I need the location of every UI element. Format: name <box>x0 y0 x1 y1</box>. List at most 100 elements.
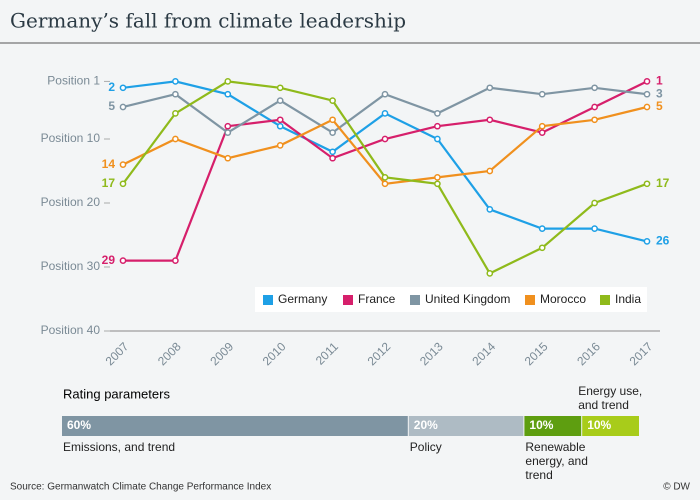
y-tick-label: Position 40 <box>41 323 101 337</box>
end-label: 17 <box>656 176 670 190</box>
rating-value: 20% <box>414 418 438 432</box>
chart-title: Germany’s fall from climate leadership <box>10 9 406 33</box>
x-tick-label: 2008 <box>155 339 184 368</box>
start-label: 14 <box>102 157 116 171</box>
rating-value: 10% <box>529 418 553 432</box>
point <box>591 84 598 92</box>
x-tick-label: 2007 <box>103 339 132 368</box>
x-tick-label: 2010 <box>260 339 289 368</box>
end-label: 1 <box>656 74 663 88</box>
rating-label: Energy use, and trend <box>578 384 643 412</box>
point <box>329 154 336 162</box>
end-label: 3 <box>656 86 663 100</box>
point <box>172 78 179 85</box>
point <box>172 135 179 143</box>
point <box>119 180 127 188</box>
legend-label: Morocco <box>540 292 586 306</box>
point <box>276 122 284 130</box>
point <box>172 110 179 117</box>
point <box>434 180 441 188</box>
point <box>434 135 441 143</box>
legend-box <box>255 287 647 312</box>
point <box>381 174 389 181</box>
x-tick-label: 2017 <box>627 339 656 368</box>
point <box>538 129 546 136</box>
rating-segment <box>582 416 639 436</box>
x-tick-label: 2011 <box>313 339 341 367</box>
point <box>434 122 441 130</box>
point <box>224 129 232 136</box>
y-tick-label: Position 10 <box>41 131 101 145</box>
point <box>381 180 389 188</box>
rating-segment <box>524 416 582 436</box>
rating-title: Rating parameters <box>63 386 170 401</box>
point <box>643 180 651 188</box>
point <box>434 174 441 181</box>
point <box>119 103 127 111</box>
legend-label: Germany <box>278 292 327 306</box>
x-tick-label: 2013 <box>417 339 446 368</box>
series-line <box>122 105 648 185</box>
point <box>643 90 651 98</box>
point <box>329 116 336 124</box>
end-label: 26 <box>656 234 670 248</box>
legend-swatch <box>600 295 610 305</box>
point <box>486 84 494 92</box>
point <box>538 244 546 252</box>
point <box>276 84 284 92</box>
y-tick-label: Position 20 <box>41 195 101 209</box>
point <box>643 103 651 111</box>
legend-swatch <box>525 295 535 305</box>
point <box>538 90 546 98</box>
point <box>591 225 598 232</box>
legend-swatch <box>263 295 273 305</box>
start-label: 29 <box>102 253 116 267</box>
x-tick-label: 2009 <box>207 339 236 368</box>
point <box>486 116 494 124</box>
legend-swatch <box>343 295 353 305</box>
point <box>276 97 284 104</box>
legend-label: United Kingdom <box>425 292 510 306</box>
y-tick-label: Position 1 <box>47 74 100 88</box>
rating-segment <box>408 416 524 436</box>
point <box>119 161 127 168</box>
legend-label: India <box>615 292 641 306</box>
start-label: 5 <box>108 99 115 113</box>
point <box>172 257 179 264</box>
point <box>172 90 179 98</box>
start-label: 2 <box>108 80 115 94</box>
point <box>538 225 546 232</box>
credit: © DW <box>663 482 690 493</box>
x-tick-label: 2016 <box>574 339 603 368</box>
rating-value: 10% <box>587 418 611 432</box>
end-label: 5 <box>656 99 663 113</box>
point <box>381 135 389 143</box>
rating-value: 60% <box>67 418 91 432</box>
point <box>329 129 336 136</box>
rating-label: Renewable energy, and trend <box>525 440 588 482</box>
series-line <box>123 80 648 262</box>
point <box>276 116 284 124</box>
point <box>591 116 598 124</box>
point <box>119 257 127 264</box>
point <box>276 142 284 149</box>
point <box>486 206 494 213</box>
point <box>538 122 546 130</box>
y-tick-label: Position 30 <box>41 259 101 273</box>
point <box>486 167 494 175</box>
point <box>224 78 232 85</box>
point <box>224 154 232 162</box>
point <box>381 110 389 117</box>
point <box>643 78 651 85</box>
rating-label: Policy <box>409 440 442 454</box>
point <box>591 199 598 207</box>
point <box>434 110 441 117</box>
series-line <box>122 80 648 243</box>
point <box>486 270 494 277</box>
point <box>329 97 336 104</box>
x-tick-label: 2014 <box>469 339 498 368</box>
source: Source: Germanwatch Climate Change Perfo… <box>10 482 271 493</box>
point <box>224 90 232 98</box>
